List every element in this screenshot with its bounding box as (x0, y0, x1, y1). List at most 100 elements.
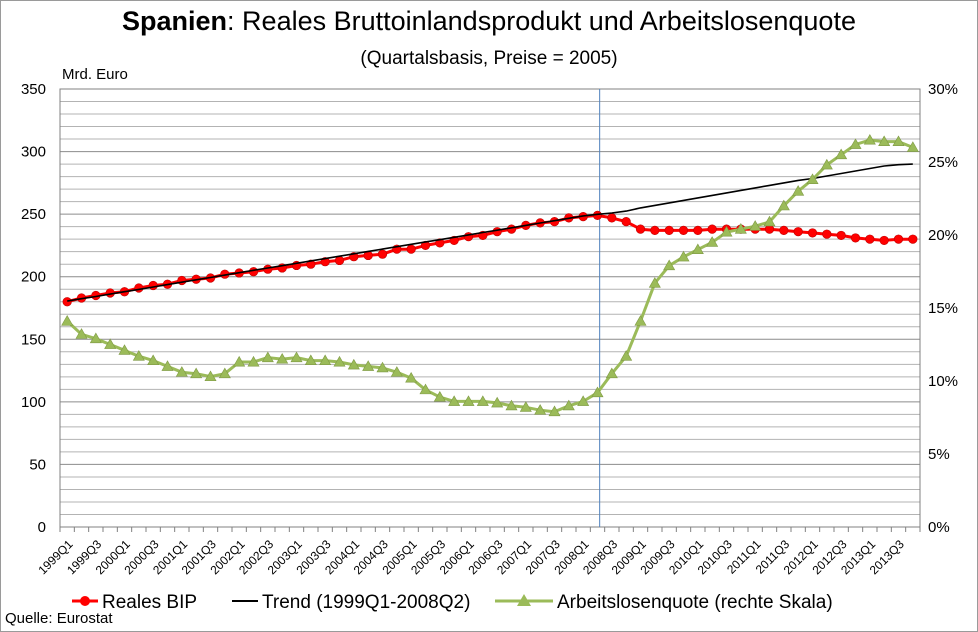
legend-marker-circle (80, 596, 90, 606)
quote-point (734, 223, 747, 234)
bip-point (865, 234, 875, 244)
quote-point (333, 355, 346, 367)
quote-point (147, 354, 160, 365)
quote-point (863, 133, 876, 145)
bip-point (607, 213, 617, 223)
quote-point (835, 148, 848, 160)
quote-point (820, 158, 833, 170)
quote-point (906, 141, 919, 152)
bip-point (893, 234, 904, 244)
quote-point (319, 354, 332, 365)
y-right-tick-label: 20% (928, 227, 958, 244)
quote-point (849, 138, 862, 149)
quote-point (491, 396, 504, 408)
source-note: Quelle: Eurostat (5, 610, 113, 627)
quote-point (620, 350, 633, 361)
legend-label-0: Reales BIP (102, 592, 197, 613)
quote-point (204, 370, 217, 382)
quote-point (677, 250, 690, 262)
chart-title-country: Spanien (122, 6, 228, 36)
bip-point (707, 224, 717, 234)
quote-point (376, 361, 389, 373)
bip-point (148, 280, 158, 291)
bip-point (377, 249, 388, 259)
plot-area (60, 89, 920, 527)
quote-point (75, 328, 88, 339)
quote-point (61, 315, 74, 326)
bip-point (62, 297, 72, 307)
y-right-tick-label: 25% (928, 154, 958, 171)
y-left-tick-label: 300 (21, 144, 46, 161)
y-left-tick-label: 250 (21, 206, 46, 223)
quote-point (390, 366, 403, 377)
quote-point (89, 332, 102, 344)
quote-point (519, 401, 532, 412)
quote-point (505, 399, 518, 411)
quote-point (562, 399, 575, 411)
quote-point (118, 344, 131, 355)
quote-point (104, 338, 117, 349)
y-left-tick-label: 350 (21, 81, 46, 98)
quote-point (304, 354, 317, 365)
quote-point (720, 225, 733, 237)
bip-point (621, 217, 631, 227)
quote-point (247, 355, 260, 367)
quote-point (462, 395, 475, 406)
series-line-1 (67, 163, 913, 302)
quote-point (405, 371, 418, 383)
legend-marker-triangle (517, 594, 531, 606)
bip-point (406, 244, 416, 254)
quote-point (233, 355, 246, 367)
left-axis-unit: Mrd. Euro (62, 66, 128, 83)
y-left-tick-label: 50 (29, 456, 46, 473)
quote-point (419, 383, 432, 395)
bip-point (134, 283, 144, 293)
bip-point (650, 225, 660, 236)
quote-point (648, 277, 661, 288)
quote-point (706, 236, 719, 247)
bip-point (492, 227, 502, 237)
quote-point (132, 350, 145, 361)
quote-point (448, 395, 461, 406)
chart-title-text: : Reales Bruttoinlandsprodukt und Arbeit… (227, 6, 856, 36)
quote-point (763, 215, 776, 227)
quote-point (548, 405, 561, 417)
quote-point (878, 135, 891, 146)
legend-label-1: Trend (1999Q1-2008Q2) (262, 592, 470, 613)
quote-point (433, 390, 446, 402)
y-right-tick-label: 0% (928, 519, 950, 536)
bip-point (248, 267, 259, 277)
quote-point (276, 352, 289, 364)
bip-point (779, 225, 789, 236)
bip-point (693, 225, 703, 236)
quote-point (792, 185, 805, 196)
bip-point (807, 228, 818, 238)
y-left-tick-label: 200 (21, 269, 46, 286)
chart-subtitle: (Quartalsbasis, Preise = 2005) (360, 48, 618, 69)
bip-point (850, 233, 861, 243)
y-left-tick-label: 100 (21, 394, 46, 411)
bip-point (664, 225, 674, 236)
quote-point (777, 199, 790, 211)
quote-point (362, 360, 375, 371)
quote-point (175, 366, 188, 377)
y-right-tick-label: 5% (928, 446, 950, 463)
quote-point (218, 367, 231, 379)
quote-point (806, 173, 819, 184)
quote-point (691, 243, 704, 255)
bip-point (822, 229, 832, 239)
bip-point (879, 235, 889, 246)
quote-point (290, 351, 303, 363)
bip-point (908, 234, 918, 244)
quote-point (749, 220, 762, 231)
y-right-tick-label: 10% (928, 373, 958, 390)
bip-point (635, 224, 646, 234)
y-right-tick-label: 15% (928, 300, 958, 317)
bip-point (793, 227, 803, 237)
chart-title: Spanien: Reales Bruttoinlandsprodukt und… (0, 6, 978, 37)
y-left-tick-label: 0 (38, 519, 46, 536)
bip-point (678, 225, 689, 236)
quote-point (577, 395, 590, 406)
y-left-tick-label: 150 (21, 331, 46, 348)
